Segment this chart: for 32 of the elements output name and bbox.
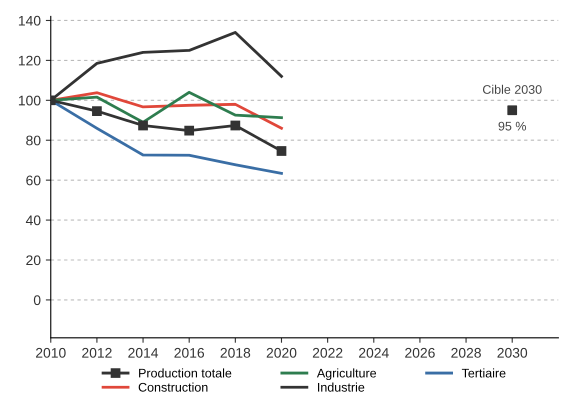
point bbox=[138, 120, 148, 130]
legend-label: Production totale bbox=[139, 368, 232, 378]
legend-label: Industrie bbox=[318, 382, 364, 392]
y-tick-label: 140 bbox=[18, 16, 40, 26]
x-tick-label: 2010 bbox=[36, 348, 66, 358]
x-tick-label: 2012 bbox=[82, 348, 112, 358]
x-tick-label: 2016 bbox=[174, 348, 204, 358]
point bbox=[507, 105, 518, 116]
point bbox=[276, 146, 286, 156]
x-tick-label: 2022 bbox=[312, 348, 342, 358]
y-tick-label: 0 bbox=[34, 295, 40, 306]
x-tick-label: 2028 bbox=[451, 348, 481, 358]
x-tick-label: 2020 bbox=[266, 348, 296, 358]
y-tick-label: 20 bbox=[26, 255, 40, 266]
point bbox=[230, 120, 240, 130]
y-tick-label: 80 bbox=[26, 136, 40, 146]
point bbox=[184, 126, 194, 136]
x-tick-label: 2030 bbox=[497, 348, 528, 358]
data-label: 95 % bbox=[498, 122, 526, 131]
y-tick-label: 60 bbox=[26, 175, 40, 186]
y-tick-label: 100 bbox=[18, 96, 40, 106]
x-tick-label: 2018 bbox=[220, 348, 250, 358]
y-tick-label: 40 bbox=[26, 215, 40, 226]
legend-label: Construction bbox=[138, 382, 208, 392]
x-tick-label: 2026 bbox=[405, 348, 435, 358]
legend-label: Tertiaire bbox=[462, 368, 506, 378]
legend-label: Agriculture bbox=[316, 368, 376, 380]
point bbox=[92, 106, 102, 116]
x-tick-label: 2024 bbox=[359, 348, 389, 358]
y-tick-label: 120 bbox=[18, 56, 40, 66]
annotation: Cible 2030 bbox=[482, 84, 542, 94]
x-tick-label: 2014 bbox=[128, 348, 158, 358]
